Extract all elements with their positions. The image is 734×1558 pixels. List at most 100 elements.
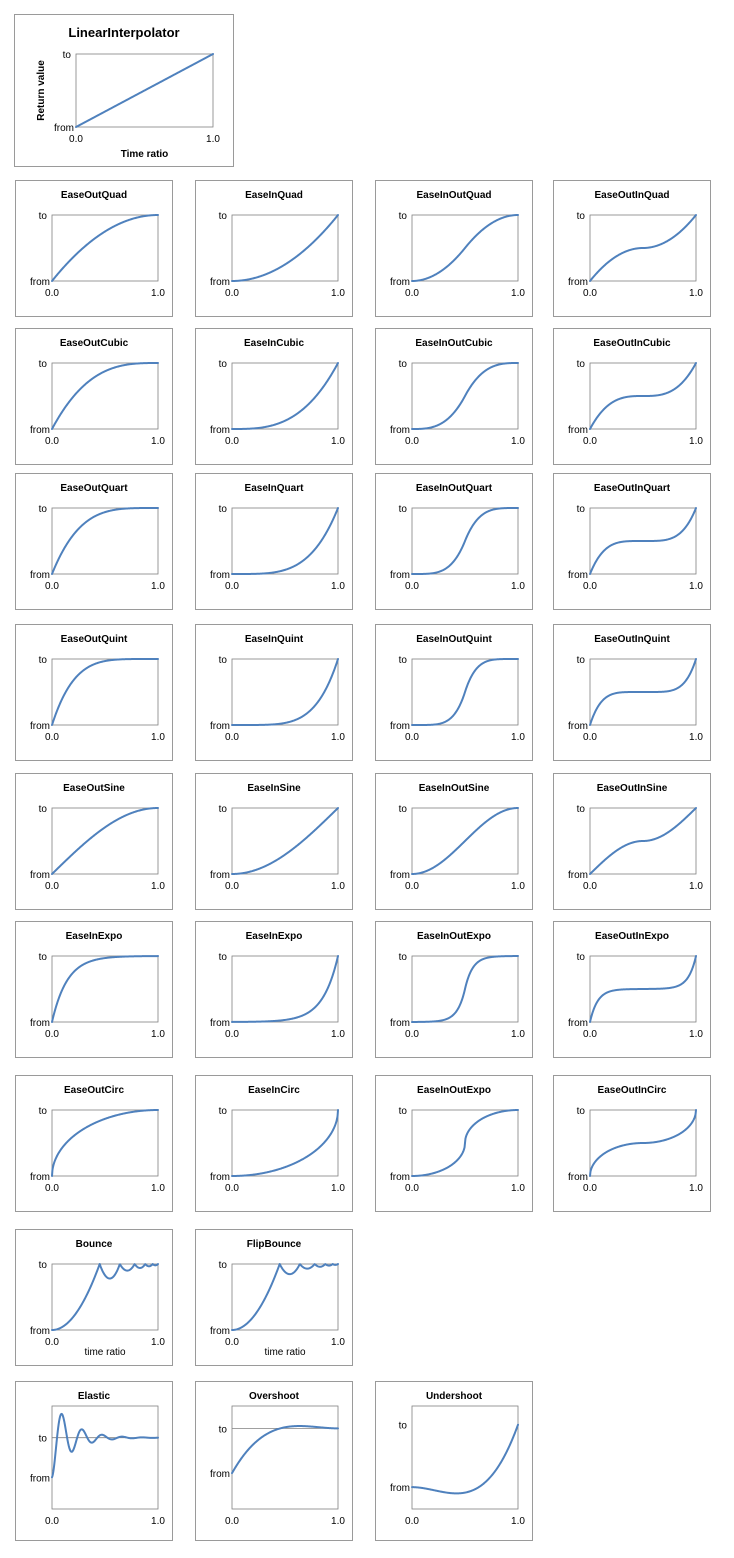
x-tick-end: 1.0: [331, 1029, 345, 1040]
chart-title: EaseInCirc: [248, 1085, 300, 1096]
series-line: [589, 362, 697, 430]
chart-title: EaseOutQuint: [60, 634, 128, 645]
plot-area: [231, 362, 339, 430]
series-line: [51, 507, 159, 575]
series-line: [411, 1109, 519, 1177]
chart-title: LinearInterpolator: [68, 25, 180, 40]
chart-panel-outInQuad: EaseOutInQuad to from 0.0 1.0: [553, 180, 711, 317]
x-tick-end: 1.0: [511, 1183, 525, 1194]
y-tick-to: to: [399, 655, 408, 666]
y-tick-to: to: [219, 804, 228, 815]
chart-title: Undershoot: [425, 1391, 483, 1402]
x-tick-end: 1.0: [151, 1337, 165, 1348]
chart-panel-outCubic: EaseOutCubic to from 0.0 1.0: [15, 328, 173, 465]
x-tick-start: 0.0: [583, 1029, 597, 1040]
chart-title: EaseInSine: [247, 783, 301, 794]
series-line: [231, 658, 339, 726]
y-tick-to: to: [399, 211, 408, 222]
x-tick-start: 0.0: [45, 1516, 59, 1527]
plot-area: [411, 214, 519, 282]
plot-area: [231, 955, 339, 1023]
chart-panel-outInQuint: EaseOutInQuint to from 0.0 1.0: [553, 624, 711, 761]
chart-title: Overshoot: [248, 1391, 299, 1402]
chart-title: EaseOutInCubic: [593, 338, 671, 349]
series-line: [51, 955, 159, 1023]
chart-panel-outExpo: EaseInExpo to from 0.0 1.0: [15, 921, 173, 1058]
chart-title: EaseInOutSine: [418, 783, 490, 794]
chart-panel-inExpo: EaseInExpo to from 0.0 1.0: [195, 921, 353, 1058]
y-tick-from: from: [210, 1172, 230, 1183]
x-tick-end: 1.0: [331, 732, 345, 743]
chart-panel-inOutSine: EaseInOutSine to from 0.0 1.0: [375, 773, 533, 910]
chart-title: EaseInExpo: [245, 931, 303, 942]
y-tick-to: to: [577, 211, 586, 222]
x-tick-end: 1.0: [689, 881, 703, 892]
chart-panel-elastic: Elastic to from 0.0 1.0: [15, 1381, 173, 1541]
chart-title: EaseOutCirc: [63, 1085, 125, 1096]
y-tick-from: from: [30, 1172, 50, 1183]
plot-area: [411, 658, 519, 726]
series-line: [231, 507, 339, 575]
y-tick-to: to: [39, 1260, 48, 1271]
series-line: [589, 807, 697, 875]
chart-title: EaseOutInQuint: [594, 634, 670, 645]
plot-area: [589, 955, 697, 1023]
y-tick-from: from: [568, 1172, 588, 1183]
chart-title: FlipBounce: [246, 1239, 302, 1250]
chart-panel-bounce: Bounce to from 0.0 1.0 time ratio: [15, 1229, 173, 1366]
y-tick-to: to: [399, 359, 408, 370]
y-tick-to: to: [39, 804, 48, 815]
series-line: [411, 1423, 519, 1495]
chart-panel-outInCirc: EaseOutInCirc to from 0.0 1.0: [553, 1075, 711, 1212]
x-tick-end: 1.0: [511, 732, 525, 743]
y-tick-to: to: [219, 1424, 228, 1435]
x-tick-end: 1.0: [511, 1516, 525, 1527]
series-line: [231, 807, 339, 875]
x-tick-start: 0.0: [225, 1337, 239, 1348]
chart-panel-inSine: EaseInSine to from 0.0 1.0: [195, 773, 353, 910]
series-line: [51, 658, 159, 726]
y-tick-from: from: [30, 277, 50, 288]
x-tick-end: 1.0: [206, 134, 220, 145]
series-line: [589, 214, 697, 282]
y-tick-from: from: [210, 277, 230, 288]
y-tick-from: from: [568, 870, 588, 881]
chart-title: EaseOutQuart: [60, 483, 128, 494]
plot-area: [411, 1405, 519, 1510]
y-tick-from: from: [210, 1326, 230, 1337]
chart-panel-overshoot: Overshoot to from 0.0 1.0: [195, 1381, 353, 1541]
chart-panel-outQuad: EaseOutQuad to from 0.0 1.0: [15, 180, 173, 317]
chart-title: EaseInExpo: [65, 931, 123, 942]
x-tick-end: 1.0: [689, 732, 703, 743]
plot-area: [411, 807, 519, 875]
y-tick-from: from: [390, 1483, 410, 1494]
y-tick-from: from: [30, 570, 50, 581]
y-tick-to: to: [39, 359, 48, 370]
plot-area: [51, 1109, 159, 1177]
x-tick-end: 1.0: [511, 288, 525, 299]
series-line: [411, 658, 519, 726]
x-tick-start: 0.0: [69, 134, 83, 145]
plot-area: [231, 1263, 339, 1331]
series-line: [51, 1109, 159, 1177]
series-line: [231, 1263, 339, 1331]
chart-title: EaseInQuart: [244, 483, 304, 494]
x-tick-end: 1.0: [331, 1516, 345, 1527]
y-tick-from: from: [30, 1326, 50, 1337]
x-tick-start: 0.0: [225, 581, 239, 592]
x-tick-end: 1.0: [331, 436, 345, 447]
y-tick-to: to: [577, 952, 586, 963]
x-tick-start: 0.0: [225, 436, 239, 447]
